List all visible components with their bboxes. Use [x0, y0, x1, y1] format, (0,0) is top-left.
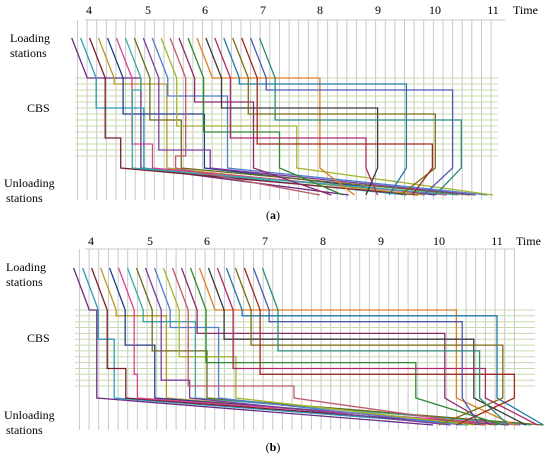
- caption-a: (a): [266, 208, 280, 222]
- flow-path-18: [223, 37, 408, 196]
- flow-path-6: [117, 267, 521, 426]
- unloading-label-line1-a: Unloading: [4, 176, 55, 190]
- cbs-label-b: CBS: [27, 331, 50, 345]
- flow-path-20: [241, 37, 434, 196]
- unloading-label-line1-b: Unloading: [4, 408, 55, 422]
- flow-path-3: [88, 37, 419, 196]
- tick-label-a-4: 4: [86, 3, 92, 17]
- panel-a: 4 5 6 7 8 9 10 11 Time Loading stations …: [4, 3, 538, 222]
- tick-label-a-7: 7: [260, 3, 266, 17]
- tick-label-a-8: 8: [317, 3, 323, 17]
- tick-label-b-4: 4: [88, 234, 94, 248]
- flow-path-19: [234, 267, 504, 426]
- flow-path-1: [72, 267, 434, 426]
- tick-label-b-11: 11: [491, 234, 503, 248]
- flow-path-16: [205, 37, 379, 196]
- flow-path-20: [243, 267, 516, 426]
- row-labels-b: Loading stations CBS Unloading stations: [4, 260, 55, 437]
- tick-label-b-8: 8: [320, 234, 326, 248]
- flow-path-5: [108, 267, 509, 426]
- flow-path-21: [252, 267, 481, 426]
- row-labels-a: Loading stations CBS Unloading stations: [4, 31, 55, 205]
- flow-path-5: [106, 37, 436, 196]
- flow-path-13: [180, 267, 492, 426]
- loading-label-line2-b: stations: [6, 275, 43, 289]
- tick-label-b-10: 10: [433, 234, 445, 248]
- flow-path-14: [189, 267, 503, 426]
- tick-label-b-6: 6: [204, 234, 210, 248]
- flow-path-9: [142, 37, 476, 196]
- flow-path-9: [144, 267, 451, 426]
- series-paths-a: [71, 37, 494, 196]
- flow-path-22: [258, 37, 462, 196]
- flow-path-7: [126, 267, 532, 426]
- flow-path-22: [261, 267, 510, 426]
- flow-path-2: [81, 267, 469, 426]
- flow-path-21: [249, 37, 454, 196]
- flow-path-8: [133, 37, 470, 196]
- tick-label-a-10: 10: [429, 3, 441, 17]
- flow-path-7: [124, 37, 459, 196]
- flow-path-16: [207, 267, 527, 426]
- time-label-b: Time: [516, 234, 541, 248]
- flow-path-3: [90, 267, 486, 426]
- loading-label-line1-b: Loading: [6, 260, 46, 274]
- flow-path-10: [153, 267, 463, 426]
- cbs-label-a: CBS: [27, 101, 50, 115]
- panel-b: 4 5 6 7 8 9 10 11 Time Loading stations …: [4, 234, 544, 454]
- unloading-label-line2-a: stations: [6, 191, 43, 205]
- flow-path-11: [162, 267, 474, 426]
- flow-path-12: [171, 267, 486, 426]
- flow-path-17: [216, 267, 538, 426]
- tick-label-a-11: 11: [487, 3, 499, 17]
- flow-path-1: [71, 37, 349, 196]
- flow-path-10: [151, 37, 488, 196]
- tick-label-b-9: 9: [378, 234, 384, 248]
- tick-label-a-5: 5: [145, 3, 151, 17]
- loading-label-line1-a: Loading: [10, 31, 50, 45]
- flow-path-11: [160, 37, 494, 196]
- series-paths-b: [72, 267, 544, 426]
- flow-path-13: [178, 37, 332, 196]
- time-axis-a: 4 5 6 7 8 9 10 11 Time: [85, 3, 538, 21]
- flow-path-14: [187, 37, 344, 196]
- flow-path-12: [169, 37, 321, 196]
- tick-label-a-6: 6: [202, 3, 208, 17]
- unloading-label-line2-b: stations: [6, 423, 43, 437]
- flow-path-17: [214, 37, 379, 196]
- time-label-a: Time: [513, 3, 538, 17]
- tick-label-b-5: 5: [147, 234, 153, 248]
- tick-label-b-7: 7: [262, 234, 268, 248]
- time-axis-b: 4 5 6 7 8 9 10 11 Time: [85, 234, 541, 250]
- tick-label-a-9: 9: [375, 3, 381, 17]
- flow-path-15: [198, 267, 515, 426]
- flow-path-15: [196, 37, 355, 196]
- loading-label-line2-a: stations: [10, 46, 47, 60]
- caption-b: (b): [266, 440, 281, 454]
